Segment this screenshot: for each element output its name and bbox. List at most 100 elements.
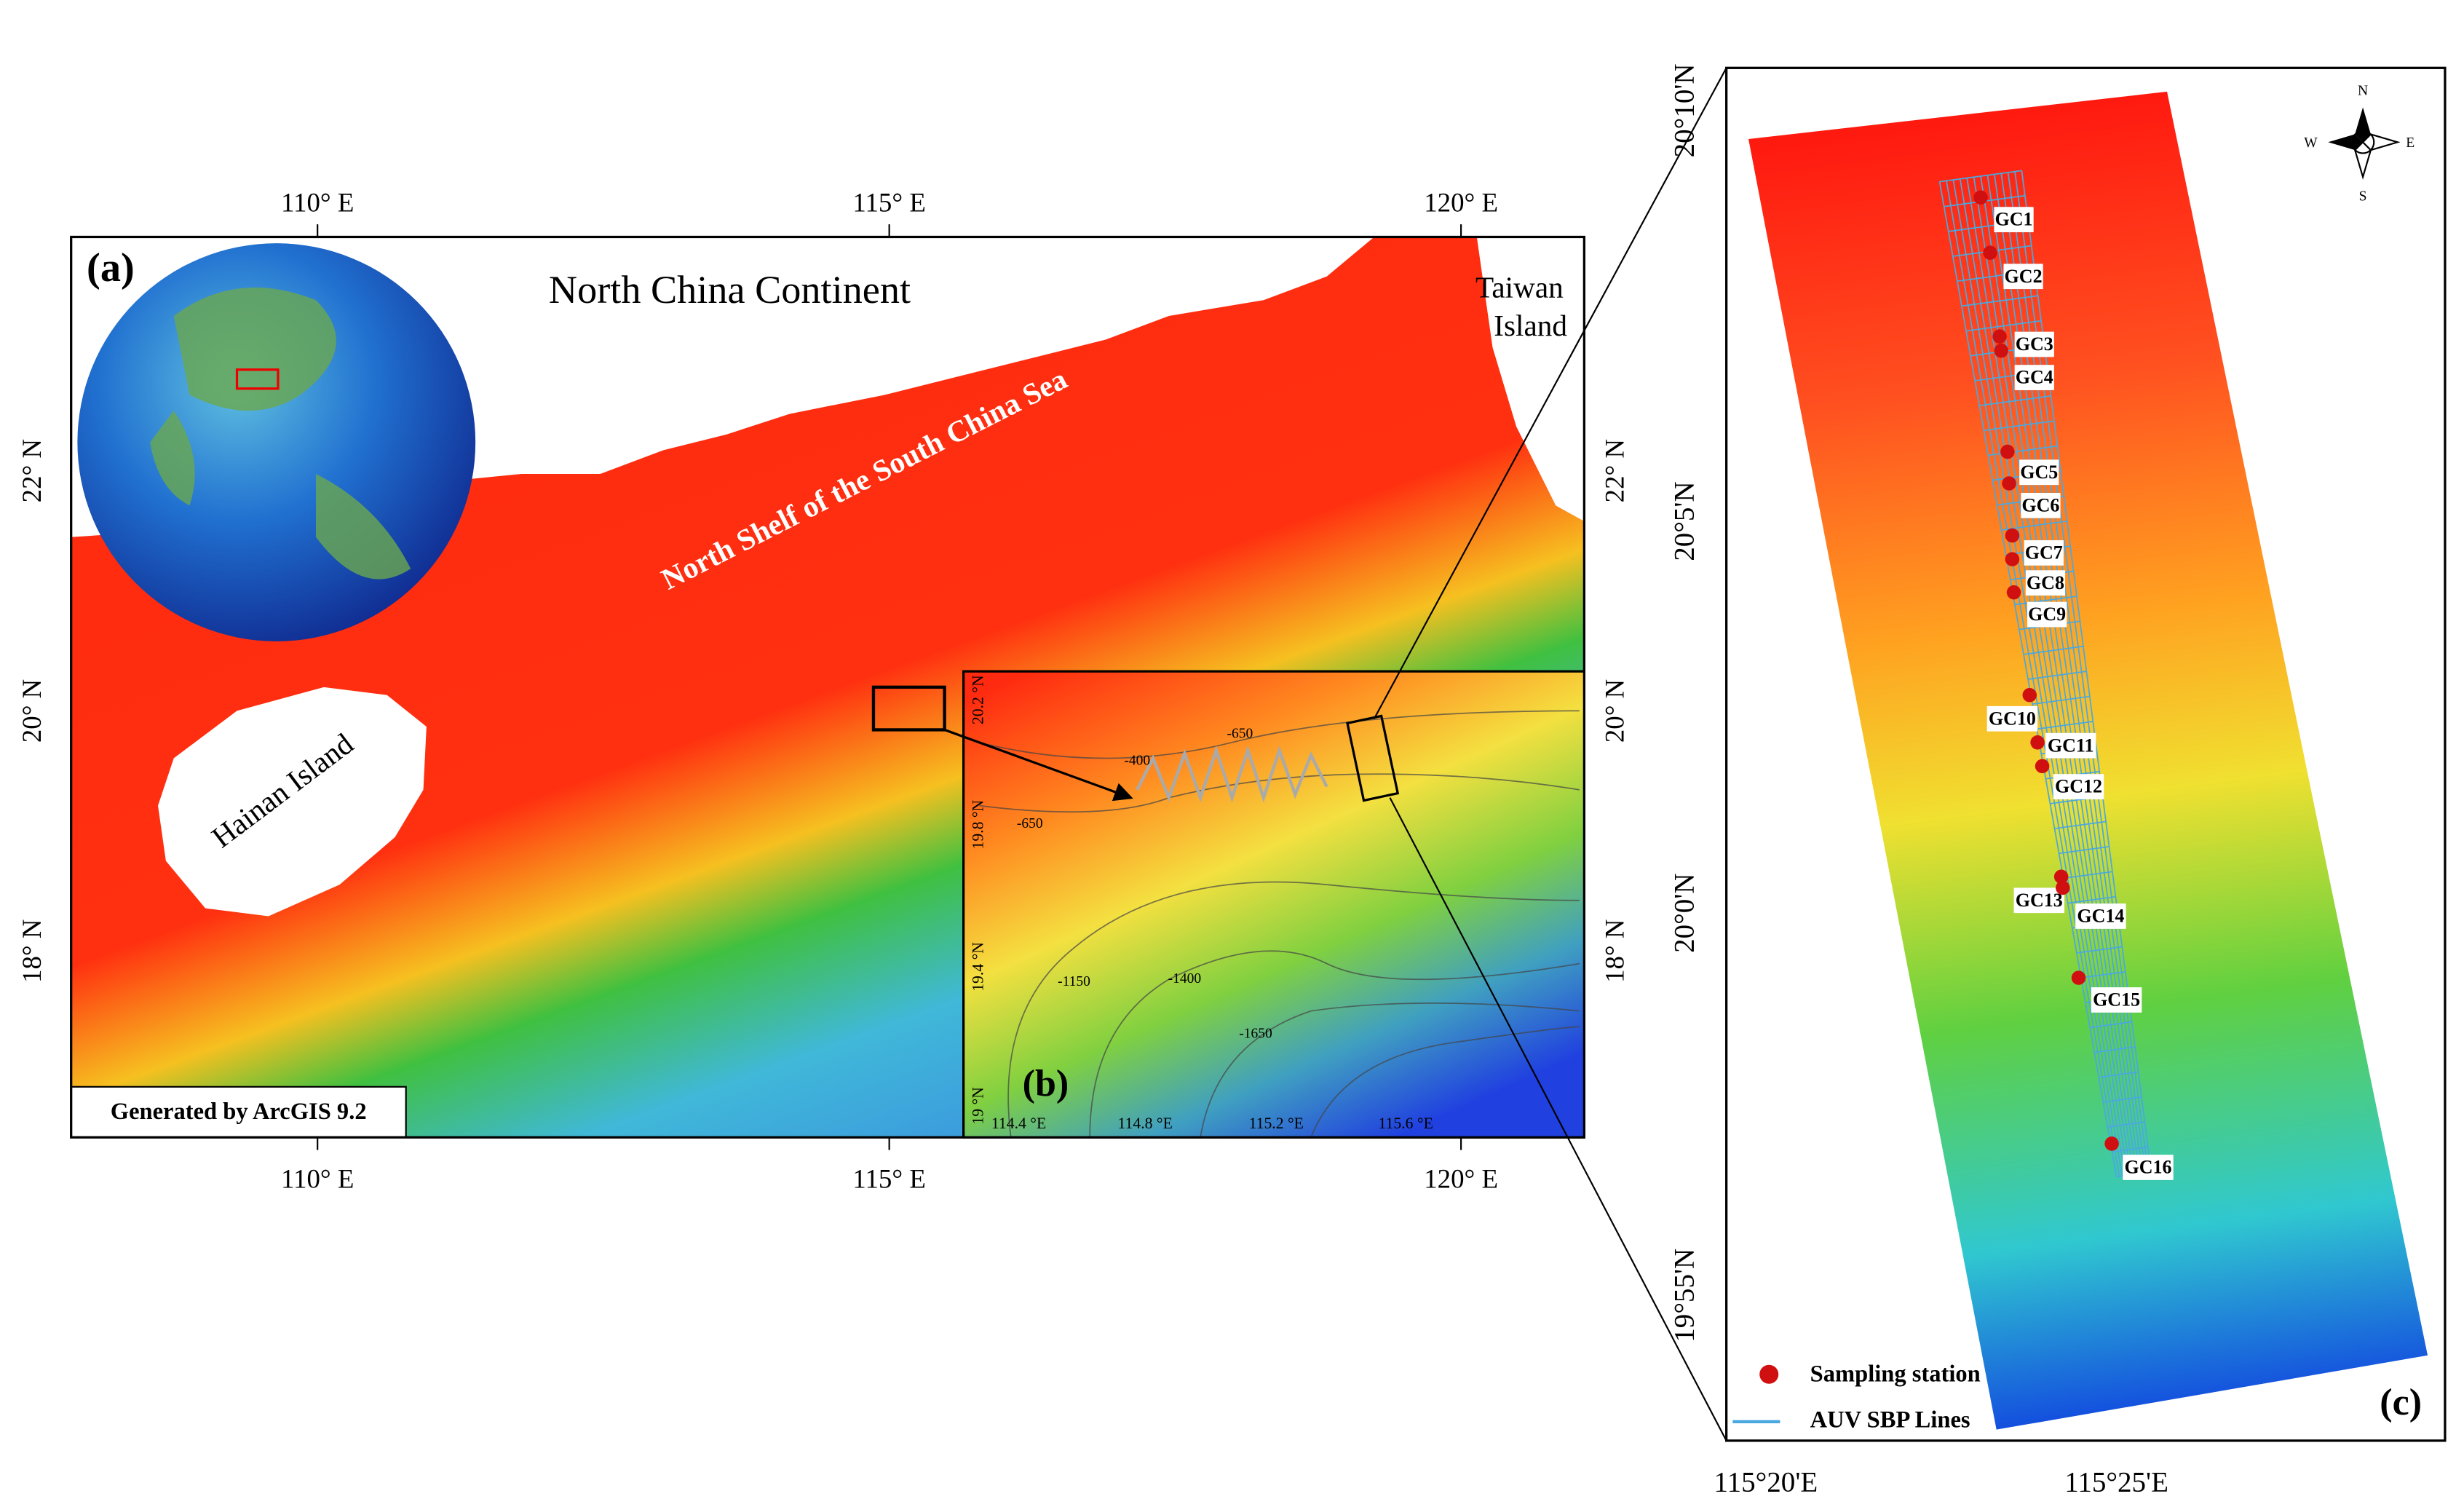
station-marker (2005, 552, 2020, 566)
auv-line (2080, 971, 2126, 978)
station-label-box (2014, 331, 2054, 357)
legend-label: Sampling station (1810, 1361, 1981, 1387)
contour-label: -650 (1017, 816, 1043, 831)
globe-box (235, 368, 280, 390)
auv-line (2063, 871, 2113, 879)
station-marker (1983, 245, 1997, 260)
station-label-box (2025, 570, 2066, 596)
auv-line (2099, 1071, 2139, 1078)
station-label-box (1994, 207, 2034, 232)
station-marker (2005, 528, 2020, 543)
auv-line (1961, 295, 2038, 307)
auv-line (1939, 170, 2022, 183)
globe-land (150, 287, 411, 580)
station-label: GC4 (2016, 367, 2053, 388)
contour-label: -400 (1124, 753, 1150, 768)
x-tick-label: 115° E (852, 188, 925, 218)
station-marker (2002, 476, 2016, 491)
contour-label: -650 (1227, 726, 1253, 741)
auv-line (1979, 395, 2051, 406)
station-label-box (2024, 540, 2064, 566)
auv-line (2067, 895, 2116, 904)
station-marker (1973, 190, 1988, 205)
station-label: GC5 (2020, 462, 2058, 483)
y-tick-label: 20°5'N (1668, 481, 1700, 561)
x-tick-label: 120° E (1424, 188, 1498, 218)
y-tick-label: 20.2 °N (969, 675, 986, 724)
x-tick-label: 115.6 °E (1379, 1115, 1433, 1132)
station-label-box (2013, 887, 2064, 914)
x-tick-label: 114.8 °E (1117, 1115, 1172, 1132)
station-label: GC9 (2028, 604, 2066, 625)
station-marker (2022, 687, 2037, 703)
station-label: GC1 (1995, 209, 2033, 230)
panel-label: (a) (87, 245, 135, 290)
x-tick-label: 115°25'E (2064, 1467, 2168, 1498)
station-marker (2056, 880, 2070, 895)
contours (979, 710, 1580, 1138)
auv-line (2059, 846, 2110, 855)
y-tick-label: 22° N (1599, 439, 1629, 502)
x-tick-label: 115.2 °E (1249, 1115, 1304, 1132)
x-tick-label: 115°20'E (1714, 1467, 1818, 1498)
credit: Generated by ArcGIS 9.2 (111, 1099, 367, 1125)
station-label-box (2003, 264, 2043, 290)
contour-label: -1650 (1239, 1027, 1272, 1042)
y-tick-label: 18° N (17, 919, 47, 982)
credit-box (70, 1085, 407, 1139)
auv-line (1965, 320, 2042, 332)
contour-label: -1150 (1058, 974, 1090, 989)
panel-label: (b) (1023, 1063, 1069, 1104)
compass-label: W (2304, 135, 2318, 151)
station-label: GC2 (2005, 266, 2043, 287)
arrow (944, 728, 1133, 802)
region-label: Taiwan (1475, 271, 1564, 304)
station-label: GC14 (2077, 906, 2124, 927)
station-label: GC8 (2027, 572, 2064, 593)
auv-line (2112, 1146, 2148, 1153)
station-label-box (2075, 903, 2126, 929)
station-label-box (2053, 774, 2104, 799)
station-label-box (2045, 732, 2096, 759)
auv-line (2103, 1096, 2142, 1103)
compass-label: E (2406, 135, 2415, 151)
y-tick-label: 19.8 °N (969, 799, 986, 849)
station-marker (1992, 329, 2007, 344)
station-label: GC11 (2048, 735, 2094, 756)
station-label: GC15 (2093, 989, 2140, 1010)
region-label: North China Continent (549, 268, 911, 312)
bathymetry-c (1748, 91, 2428, 1430)
taiwan-land (1476, 237, 1585, 522)
y-tick-label: 19°55'N (1668, 1249, 1700, 1342)
auv-line (2023, 645, 2084, 655)
y-tick-label: 18° N (1599, 919, 1629, 982)
canyons (1136, 745, 1328, 803)
x-tick-label: 120° E (1424, 1163, 1498, 1193)
auv-line (2037, 721, 2093, 730)
station-label: GC6 (2021, 494, 2059, 515)
auv-line (2076, 946, 2123, 954)
region-label: Island (1494, 309, 1567, 342)
station-marker (2035, 759, 2050, 774)
x-tick-label: 115° E (852, 1163, 925, 1193)
station-label-box (2014, 365, 2054, 390)
station-label: GC12 (2055, 776, 2102, 797)
station-label-box (2027, 601, 2067, 628)
station-label-box (2091, 987, 2142, 1013)
station-label: GC3 (2016, 333, 2053, 355)
frame-b (962, 670, 1585, 1139)
station-marker (2104, 1136, 2119, 1151)
auv-line (2094, 1046, 2136, 1053)
y-tick-label: 20°10'N (1668, 63, 1700, 157)
y-tick-label: 19 °N (969, 1087, 986, 1125)
y-tick-label: 22° N (17, 439, 47, 502)
auv-line (2014, 596, 2077, 606)
station-marker (1994, 343, 2008, 358)
station-marker (2000, 444, 2015, 459)
locator-box-b (1346, 714, 1400, 802)
station-label: GC10 (1989, 708, 2036, 729)
auv-line (2090, 1021, 2132, 1029)
station-marker (2071, 970, 2086, 985)
